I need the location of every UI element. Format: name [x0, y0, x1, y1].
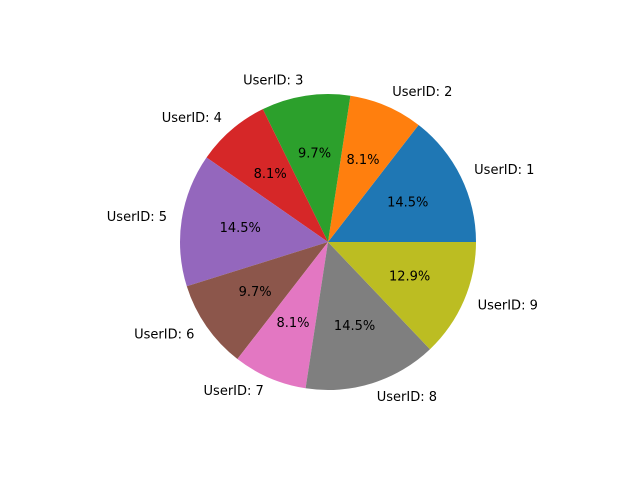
- pie-slice-3: [262, 94, 351, 242]
- pie-slice-2: [328, 95, 419, 242]
- percent-label-6: 9.7%: [239, 285, 272, 300]
- percent-label-9: 12.9%: [389, 270, 430, 285]
- pie-slice-1: [328, 124, 476, 242]
- percent-label-7: 8.1%: [276, 316, 309, 331]
- pie-labels: UserID: 1 14.5% UserID: 2 8.1% UserID: 3 9.7%…: [107, 74, 538, 405]
- slice-label-6: UserID: 6: [134, 328, 194, 343]
- slice-label-1: UserID: 1: [474, 163, 534, 178]
- slice-label-3: UserID: 3: [243, 74, 303, 89]
- percent-label-2: 8.1%: [347, 153, 380, 168]
- slice-label-7: UserID: 7: [204, 384, 264, 399]
- slice-label-8: UserID: 8: [377, 390, 437, 405]
- pie-slice-5: [180, 157, 328, 287]
- percent-label-4: 8.1%: [254, 167, 287, 182]
- pie-slice-9: [328, 242, 476, 350]
- pie-slices: [180, 94, 476, 390]
- pie-slice-7: [237, 242, 328, 389]
- slice-label-9: UserID: 9: [478, 299, 538, 314]
- percent-label-1: 14.5%: [387, 195, 428, 210]
- percent-label-3: 9.7%: [298, 147, 331, 162]
- slice-label-5: UserID: 5: [107, 210, 167, 225]
- pie-slice-8: [305, 242, 430, 390]
- pie-slice-6: [186, 242, 328, 360]
- percent-label-8: 14.5%: [334, 319, 375, 334]
- pie-slice-4: [206, 109, 328, 242]
- slice-label-4: UserID: 4: [162, 111, 222, 126]
- slice-label-2: UserID: 2: [392, 85, 452, 100]
- percent-label-5: 14.5%: [220, 221, 261, 236]
